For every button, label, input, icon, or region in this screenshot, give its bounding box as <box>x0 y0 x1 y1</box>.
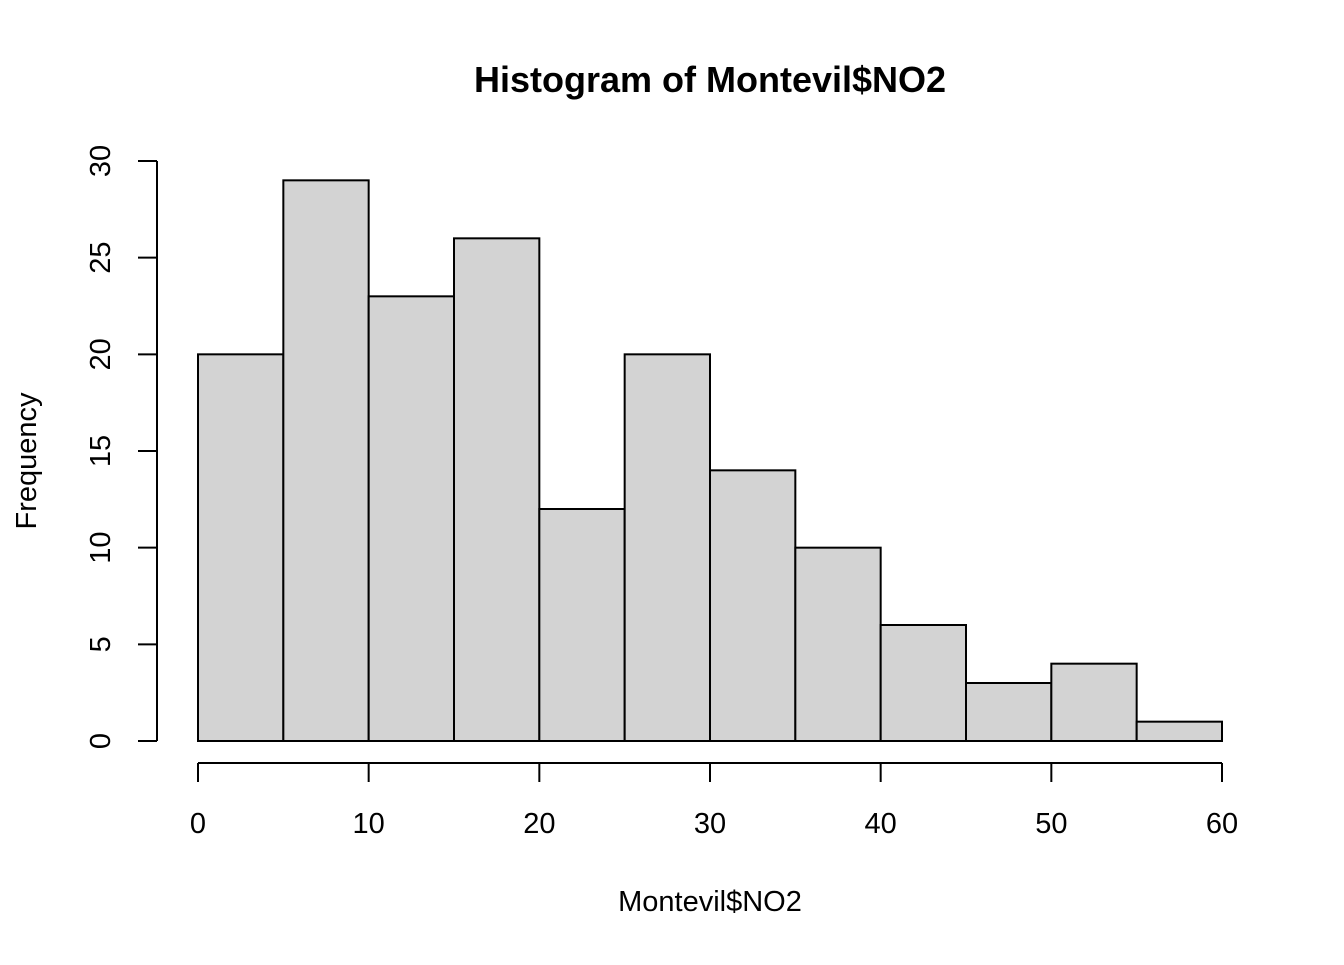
x-tick-label-3: 30 <box>694 808 726 840</box>
bars-group <box>197 179 1223 743</box>
y-tick-label-1: 5 <box>85 636 117 652</box>
x-tick-label-2: 20 <box>523 808 555 840</box>
histogram-bar-11 <box>1135 720 1223 743</box>
histogram-bar-8 <box>879 624 968 742</box>
histogram-bar-3 <box>453 237 541 742</box>
x-tick-label-1: 10 <box>353 808 385 840</box>
y-tick-label-5: 25 <box>85 242 117 274</box>
y-tick-label-4: 20 <box>85 338 117 370</box>
histogram-bar-9 <box>965 682 1053 742</box>
x-tick-label-6: 60 <box>1206 808 1238 840</box>
histogram-bar-7 <box>794 546 882 743</box>
histogram-bar-6 <box>709 469 797 742</box>
x-tick-label-0: 0 <box>190 808 206 840</box>
x-axis-label: Montevil$NO2 <box>618 886 802 918</box>
chart-title: Histogram of Montevil$NO2 <box>474 59 946 100</box>
histogram-bar-2 <box>367 295 455 742</box>
y-axis-label: Frequency <box>11 392 43 530</box>
histogram-bar-10 <box>1050 662 1138 743</box>
y-tick-label-2: 10 <box>85 532 117 564</box>
x-axis: 0 10 20 30 40 50 60 <box>190 762 1238 840</box>
histogram-bar-0 <box>197 353 285 742</box>
histogram-bar-5 <box>623 353 712 742</box>
y-tick-label-6: 30 <box>85 145 117 177</box>
y-tick-label-0: 0 <box>85 733 117 749</box>
y-tick-label-3: 15 <box>85 435 117 467</box>
x-tick-label-5: 50 <box>1035 808 1067 840</box>
y-axis: 0 5 10 15 20 25 30 <box>85 145 158 749</box>
x-tick-label-4: 40 <box>865 808 897 840</box>
histogram-bar-4 <box>538 508 626 742</box>
histogram-bar-1 <box>282 179 370 743</box>
